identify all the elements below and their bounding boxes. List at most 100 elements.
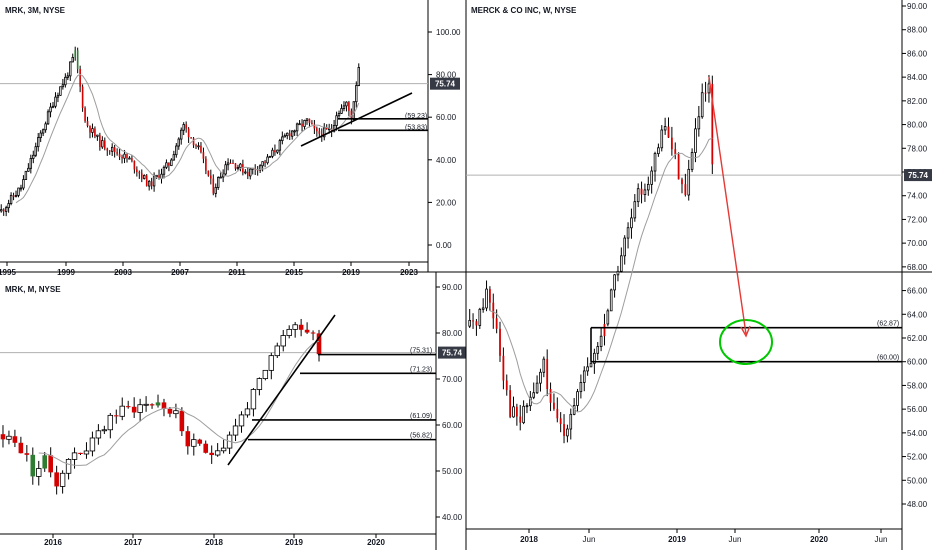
pane-w-candle	[542, 358, 546, 373]
pane-w-candle	[475, 321, 478, 326]
pane-w-x-tick-label: Jun	[583, 535, 596, 544]
pane-3m-candle	[4, 207, 8, 212]
pane-w-candle	[670, 137, 673, 150]
pane-m-candle	[262, 369, 269, 379]
pane-w-candle	[667, 126, 670, 138]
pane-3m-candle	[293, 130, 296, 133]
pane-w-candle	[674, 149, 677, 155]
pane-m-candle	[280, 335, 286, 347]
pane-w-x-tick-label: 2020	[810, 535, 828, 544]
pane-3m-candle	[190, 137, 192, 139]
pane-3m-candle	[219, 176, 222, 179]
pane-m-level-label: (61.09)	[410, 413, 432, 420]
pane-3m-candle	[54, 96, 57, 107]
pane-3m-candle	[128, 157, 131, 160]
pane-3m-candle	[232, 162, 234, 164]
pane-3m-candle	[17, 187, 20, 196]
pane-m-candle	[244, 408, 251, 416]
pane-3m-candle	[37, 137, 40, 148]
pane-3m-chart: MRK, 3M, NYSE 100.00 80.00 60.00 40.00 20.00 0…	[0, 0, 461, 277]
pane-w-title: MERCK & CO INC, W, NYSE	[471, 6, 577, 15]
pane-3m-candle	[348, 102, 350, 111]
pane-w-level-label: (62.87)	[877, 321, 899, 328]
pane-3m-candle	[357, 67, 360, 86]
pane-w-y-tick-label: 88.00	[907, 26, 928, 35]
pane-3m-candle	[106, 148, 109, 151]
pane-3m-candle	[281, 136, 284, 141]
pane-3m-candle	[29, 158, 33, 169]
pane-3m-candle	[145, 175, 148, 187]
pane-3m-candle	[197, 145, 200, 148]
pane-m-candle	[209, 452, 214, 456]
pane-m-candle	[149, 404, 155, 406]
pane-3m-title: MRK, 3M, NYSE	[5, 6, 66, 15]
pane-3m-candle	[74, 50, 77, 58]
pane-3m-candle	[34, 146, 37, 156]
pane-3m-candle	[305, 118, 309, 121]
pane-m-candle	[101, 429, 108, 432]
pane-w-candle	[485, 288, 488, 309]
pane-3m-candle	[224, 164, 227, 175]
pane-w-candle	[646, 183, 650, 191]
pane-w-y-tick-label: 48.00	[907, 500, 928, 509]
pane-m-y-tick-label: 40.00	[442, 513, 463, 522]
pane-w-x-tick-label: Jun	[729, 535, 742, 544]
pane-3m-candle	[7, 203, 10, 209]
pane-m-candle	[310, 332, 316, 334]
pane-w-candle	[481, 307, 485, 310]
pane-w-y-tick-label: 66.00	[907, 287, 928, 296]
pane-3m-candle	[298, 123, 301, 126]
pane-3m-candle	[271, 149, 274, 157]
pane-3m-candle	[51, 105, 55, 108]
pane-m-candle	[179, 410, 185, 432]
pane-m-moving-average	[38, 340, 320, 466]
pane-3m-candle	[283, 135, 286, 138]
pane-m-candle	[185, 431, 191, 447]
pane-w-y-tick-label: 60.00	[907, 358, 928, 367]
pane-3m-candle	[352, 101, 356, 120]
pane-m-x-tick-label: 2016	[44, 538, 62, 547]
pane-w-candle	[623, 237, 626, 257]
pane-w-last-price-tag	[904, 169, 932, 182]
pane-m-candle	[143, 403, 149, 406]
pane-m-title: MRK, M, NYSE	[5, 285, 61, 294]
pane-w-x-tick-label: 2019	[668, 535, 686, 544]
pane-m-candle	[137, 404, 143, 413]
pane-w-candle	[704, 92, 707, 94]
pane-3m-candle	[350, 110, 353, 120]
pane-3m-y-tick-label: 40.00	[436, 156, 457, 165]
pane-w-chart: MERCK & CO INC, W, NYSE 90.00 88.00 86.00 84…	[465, 0, 932, 550]
pane-m-x-tick-label: 2017	[124, 538, 142, 547]
pane-m-candle	[256, 378, 263, 390]
pane-w-candle	[593, 352, 596, 364]
pane-m-candle	[59, 472, 66, 487]
pane-w-candle	[519, 416, 522, 423]
pane-3m-candle	[79, 69, 81, 87]
pane-w-y-tick-label: 54.00	[907, 429, 928, 438]
pane-w-y-tick-label: 52.00	[907, 453, 928, 462]
pane-w-candle	[582, 370, 586, 383]
pane-3m-candle	[236, 166, 240, 170]
pane-w-candle	[711, 83, 714, 165]
pane-w-y-tick-label: 56.00	[907, 405, 928, 414]
pane-m-candle	[107, 414, 114, 431]
pane-m-last-price-tag	[438, 346, 466, 359]
pane-3m-candle	[268, 155, 272, 158]
pane-3m-candle	[66, 75, 70, 78]
pane-3m-candle	[170, 159, 173, 167]
pane-w-candle	[653, 153, 657, 172]
pane-3m-candle	[94, 128, 96, 137]
pane-m-candle	[24, 453, 30, 455]
pane-m-x-tick-label: 2018	[205, 538, 223, 547]
pane-m-candle	[155, 402, 161, 406]
pane-w-candle	[549, 388, 552, 403]
pane-w-candle	[515, 406, 518, 417]
pane-w-candle	[525, 405, 529, 408]
pane-3m-candle	[103, 140, 106, 149]
pane-3m-candle	[49, 106, 52, 113]
pane-3m-candle	[101, 140, 104, 148]
pane-w-x-tick-label: Jun	[875, 535, 888, 544]
pane-w-y-tick-label: 90.00	[907, 2, 928, 11]
pane-w-candle	[569, 413, 573, 430]
pane-m-candle	[286, 328, 292, 336]
